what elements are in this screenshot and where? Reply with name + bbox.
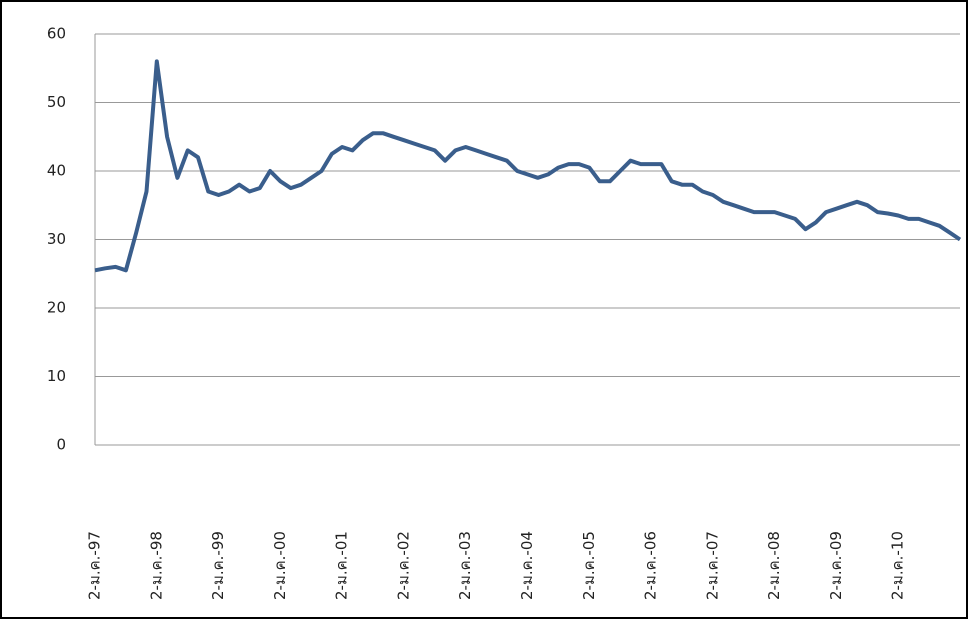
x-tick-label: 2-ม.ค.-01 <box>333 531 351 600</box>
y-tick-label: 10 <box>47 367 66 385</box>
x-tick-label: 2-ม.ค.-10 <box>889 531 907 600</box>
y-tick-label: 20 <box>47 299 66 317</box>
x-tick-label: 2-ม.ค.-07 <box>703 531 721 600</box>
y-tick-label: 50 <box>47 93 66 111</box>
x-tick-label: 2-ม.ค.-98 <box>147 531 165 600</box>
x-tick-label: 2-ม.ค.-08 <box>765 531 783 600</box>
y-tick-label: 40 <box>47 162 66 180</box>
x-tick-label: 2-ม.ค.-03 <box>456 531 474 600</box>
x-tick-label: 2-ม.ค.-99 <box>209 531 227 600</box>
x-tick-label: 2-ม.ค.-00 <box>271 531 289 600</box>
y-tick-label: 0 <box>56 436 66 454</box>
x-tick-label: 2-ม.ค.-09 <box>827 531 845 600</box>
line-series <box>94 59 962 273</box>
x-tick-label: 2-ม.ค.-06 <box>642 531 660 600</box>
y-tick-label: 60 <box>47 25 66 43</box>
x-tick-label: 2-ม.ค.-02 <box>394 531 412 600</box>
x-tick-label: 2-ม.ค.-97 <box>86 531 104 600</box>
y-tick-label: 30 <box>47 230 66 248</box>
x-tick-label: 2-ม.ค.-05 <box>580 531 598 600</box>
x-tick-label: 2-ม.ค.-04 <box>518 531 536 600</box>
